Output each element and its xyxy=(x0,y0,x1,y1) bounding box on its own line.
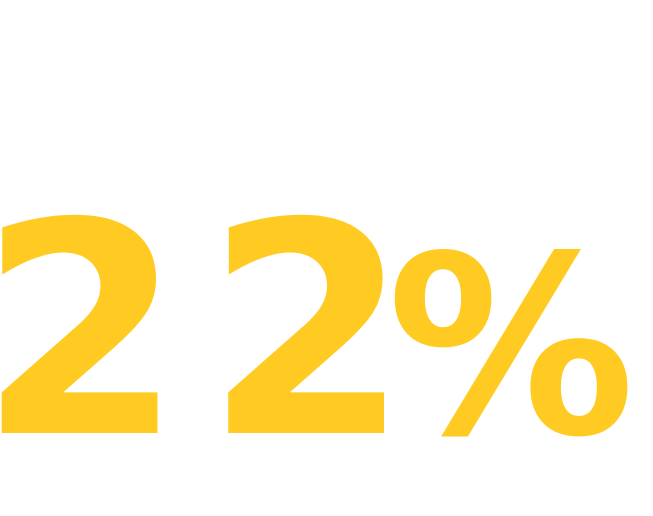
percent-sign-text: % xyxy=(387,204,635,492)
stat-number: 22 xyxy=(0,161,432,503)
percent-sign: % xyxy=(387,204,635,492)
stat-number-text: 22 xyxy=(0,161,432,503)
